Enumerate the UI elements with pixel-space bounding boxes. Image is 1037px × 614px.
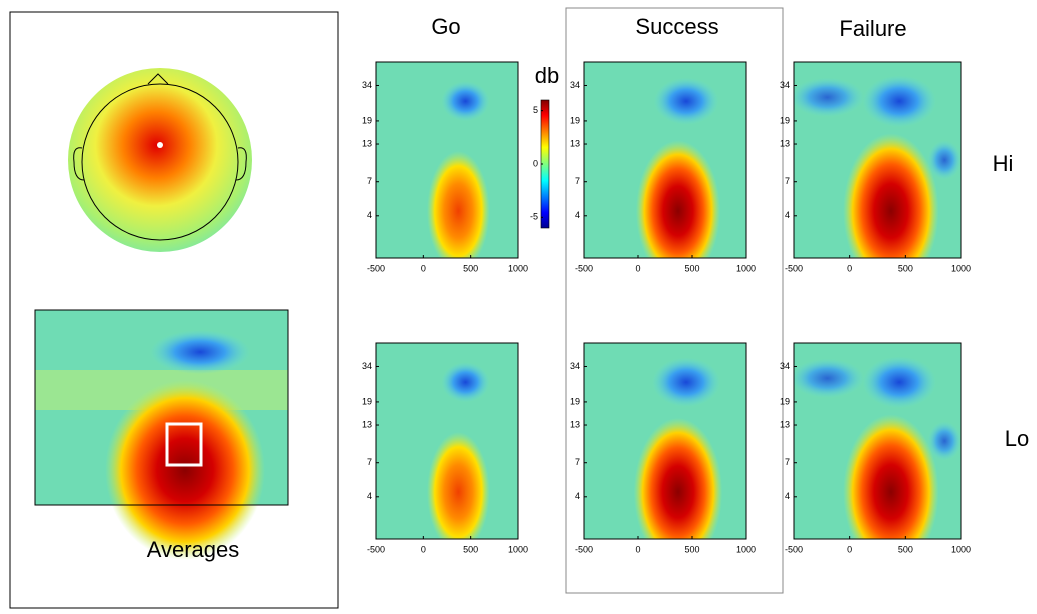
x-tick-label: 1000 [736,544,756,554]
row-title: Hi [993,151,1014,176]
heatmap [376,343,518,552]
x-tick-label: -500 [367,263,385,273]
averages-label: Averages [147,537,240,562]
y-tick-label: 4 [785,210,790,220]
red-blob [634,418,722,566]
blue-blob [654,78,719,125]
blue-blob [441,81,489,121]
x-tick-label: 0 [847,263,852,273]
colorbar-tick-label: 5 [533,105,538,115]
x-tick-label: 500 [463,263,478,273]
y-tick-label: 13 [570,138,580,148]
colorbar-tick-label: -5 [530,212,538,222]
x-tick-label: 500 [898,544,913,554]
x-tick-label: -500 [785,544,803,554]
red-blob [427,432,490,552]
y-tick-label: 19 [362,396,372,406]
y-tick-label: 13 [362,138,372,148]
blue-blob [652,358,720,407]
y-tick-label: 19 [362,115,372,125]
y-tick-label: 19 [570,115,580,125]
y-tick-label: 34 [780,80,790,90]
topomap [68,68,252,252]
heatmap [791,62,961,289]
x-tick-label: 1000 [951,544,971,554]
x-tick-label: 1000 [736,263,756,273]
y-tick-label: 19 [570,396,580,406]
x-tick-label: -500 [785,263,803,273]
heatmap [791,343,961,570]
average-map [35,310,288,560]
x-tick-label: 0 [421,263,426,273]
y-tick-label: 13 [570,419,580,429]
y-tick-label: 34 [570,361,580,371]
y-tick-label: 4 [367,491,372,501]
y-tick-label: 4 [785,491,790,501]
y-tick-label: 7 [575,457,580,467]
y-tick-label: 7 [575,176,580,186]
y-tick-label: 13 [780,419,790,429]
y-tick-label: 13 [780,138,790,148]
blue-blob [791,359,864,398]
x-tick-label: 0 [847,544,852,554]
heatmap [376,62,518,271]
x-tick-label: -500 [367,544,385,554]
x-tick-label: 500 [898,263,913,273]
red-blob [636,140,720,281]
colorbar-title: db [535,63,559,88]
x-tick-label: 500 [684,263,699,273]
blue-blob [791,78,864,117]
x-tick-label: 500 [684,544,699,554]
x-tick-label: 500 [463,544,478,554]
row-title: Lo [1005,426,1029,451]
x-tick-label: 0 [421,544,426,554]
red-blob [427,151,490,271]
column-title: Failure [839,16,906,41]
blue-blob [862,75,935,127]
y-tick-label: 19 [780,396,790,406]
blue-blob [862,356,935,408]
x-tick-label: 0 [635,544,640,554]
x-tick-label: -500 [575,263,593,273]
y-tick-label: 7 [367,176,372,186]
y-tick-label: 34 [362,80,372,90]
x-tick-label: 1000 [508,544,528,554]
y-tick-label: 13 [362,419,372,429]
y-tick-label: 34 [570,80,580,90]
y-tick-label: 19 [780,115,790,125]
y-tick-label: 4 [367,210,372,220]
figure: Averages Go Success Failure Hi Lo -50005… [0,0,1037,614]
colorbar-tick-label: 0 [533,158,538,168]
y-tick-label: 4 [575,210,580,220]
y-tick-label: 34 [780,361,790,371]
y-tick-label: 7 [785,457,790,467]
red-blob [843,133,939,288]
y-tick-label: 7 [785,176,790,186]
column-title: Success [635,14,718,39]
column-title: Go [431,14,460,39]
blue-blob [441,362,489,402]
x-tick-label: 0 [635,263,640,273]
y-tick-label: 7 [367,457,372,467]
y-tick-label: 4 [575,491,580,501]
x-tick-label: -500 [575,544,593,554]
heatmap [584,343,746,566]
x-tick-label: 1000 [951,263,971,273]
x-tick-label: 1000 [508,263,528,273]
y-tick-label: 34 [362,361,372,371]
red-blob [843,414,939,569]
heatmap [584,62,746,282]
